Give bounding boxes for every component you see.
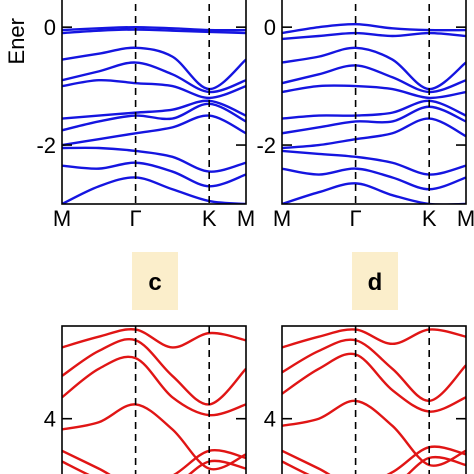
panel-b-band-11 [282, 182, 466, 204]
panel-b-band-4 [282, 64, 466, 94]
panel-d-band-2 [282, 338, 466, 403]
panel-d-bands [282, 328, 466, 474]
panel-c-band-4 [62, 403, 246, 471]
panel-a-band-7 [62, 102, 246, 132]
panel-d-band-4 [282, 399, 466, 467]
panel-b-band-3 [282, 46, 466, 91]
panel-d-band-3 [282, 352, 466, 413]
panel-a-band-8 [62, 114, 246, 147]
panel-c-band-2 [62, 338, 246, 406]
panel-a-kpoint-label: Γ [130, 206, 142, 231]
panel-d-band-5 [282, 445, 466, 474]
panel-d: 4d [264, 252, 467, 474]
panel-c-ytick-label: 4 [44, 407, 56, 432]
panel-a-band-3 [62, 46, 246, 91]
panel-b-band-2 [282, 31, 466, 41]
panel-a-band-2 [62, 28, 246, 35]
panel-b-frame [281, 0, 467, 205]
panel-b-band-5 [282, 84, 466, 100]
panel-b-ytick-label: 0 [264, 15, 276, 40]
panel-b-kpoint-label: K [422, 206, 437, 231]
panel-b: 0-2M Γ K M [256, 0, 474, 231]
panel-a-bands [62, 25, 246, 204]
panel-b-band-8 [282, 117, 466, 150]
panel-b-band-1 [282, 23, 466, 35]
panel-d-tag-box [352, 252, 398, 310]
panel-d-tag-label: d [368, 269, 383, 296]
panel-a-ylabel: Ener [4, 18, 29, 64]
panel-c-band-3 [62, 355, 246, 417]
panel-d-band-1 [282, 328, 466, 349]
panel-b-band-10 [282, 167, 466, 191]
panel-c-band-5 [62, 448, 246, 474]
panel-a-ytick-label: 0 [44, 15, 56, 40]
panel-a-frame [61, 0, 247, 205]
panel-b-ytick-label: -2 [256, 133, 276, 158]
panel-b-band-6 [282, 99, 466, 120]
panel-a-band-10 [62, 161, 246, 188]
panel-d-band-6 [282, 455, 466, 474]
panel-b-band-9 [282, 149, 466, 176]
panel-c-bands [62, 328, 246, 474]
panel-d-ytick-label: 4 [264, 407, 276, 432]
panel-a-band-6 [62, 99, 246, 120]
panel-d-frame [281, 325, 467, 474]
panel-a-band-5 [62, 78, 246, 100]
panel-a-band-11 [62, 176, 246, 204]
panel-c-tag-box [132, 252, 178, 310]
panel-a-band-9 [62, 146, 246, 173]
panel-b-kpoint-label: Γ [350, 206, 362, 231]
panel-b-kpoint-label: M [457, 206, 474, 231]
panel-a-kpoint-label: K [202, 206, 217, 231]
panel-a-kpoint-label: M [237, 206, 255, 231]
panel-a-band-1 [62, 25, 246, 32]
panel-c-band-6 [62, 459, 246, 474]
panel-c-tag-label: c [148, 269, 161, 296]
panel-b-bands [282, 23, 466, 204]
panel-a-kpoint-label: M [53, 206, 71, 231]
panel-b-kpoint-label: M [273, 206, 291, 231]
panel-c-frame [61, 325, 247, 474]
panel-c: 4c [44, 252, 247, 474]
panel-c-band-1 [62, 328, 246, 349]
panel-b-band-7 [282, 105, 466, 135]
panel-a-ytick-label: -2 [36, 133, 56, 158]
panel-a-band-4 [62, 61, 246, 94]
